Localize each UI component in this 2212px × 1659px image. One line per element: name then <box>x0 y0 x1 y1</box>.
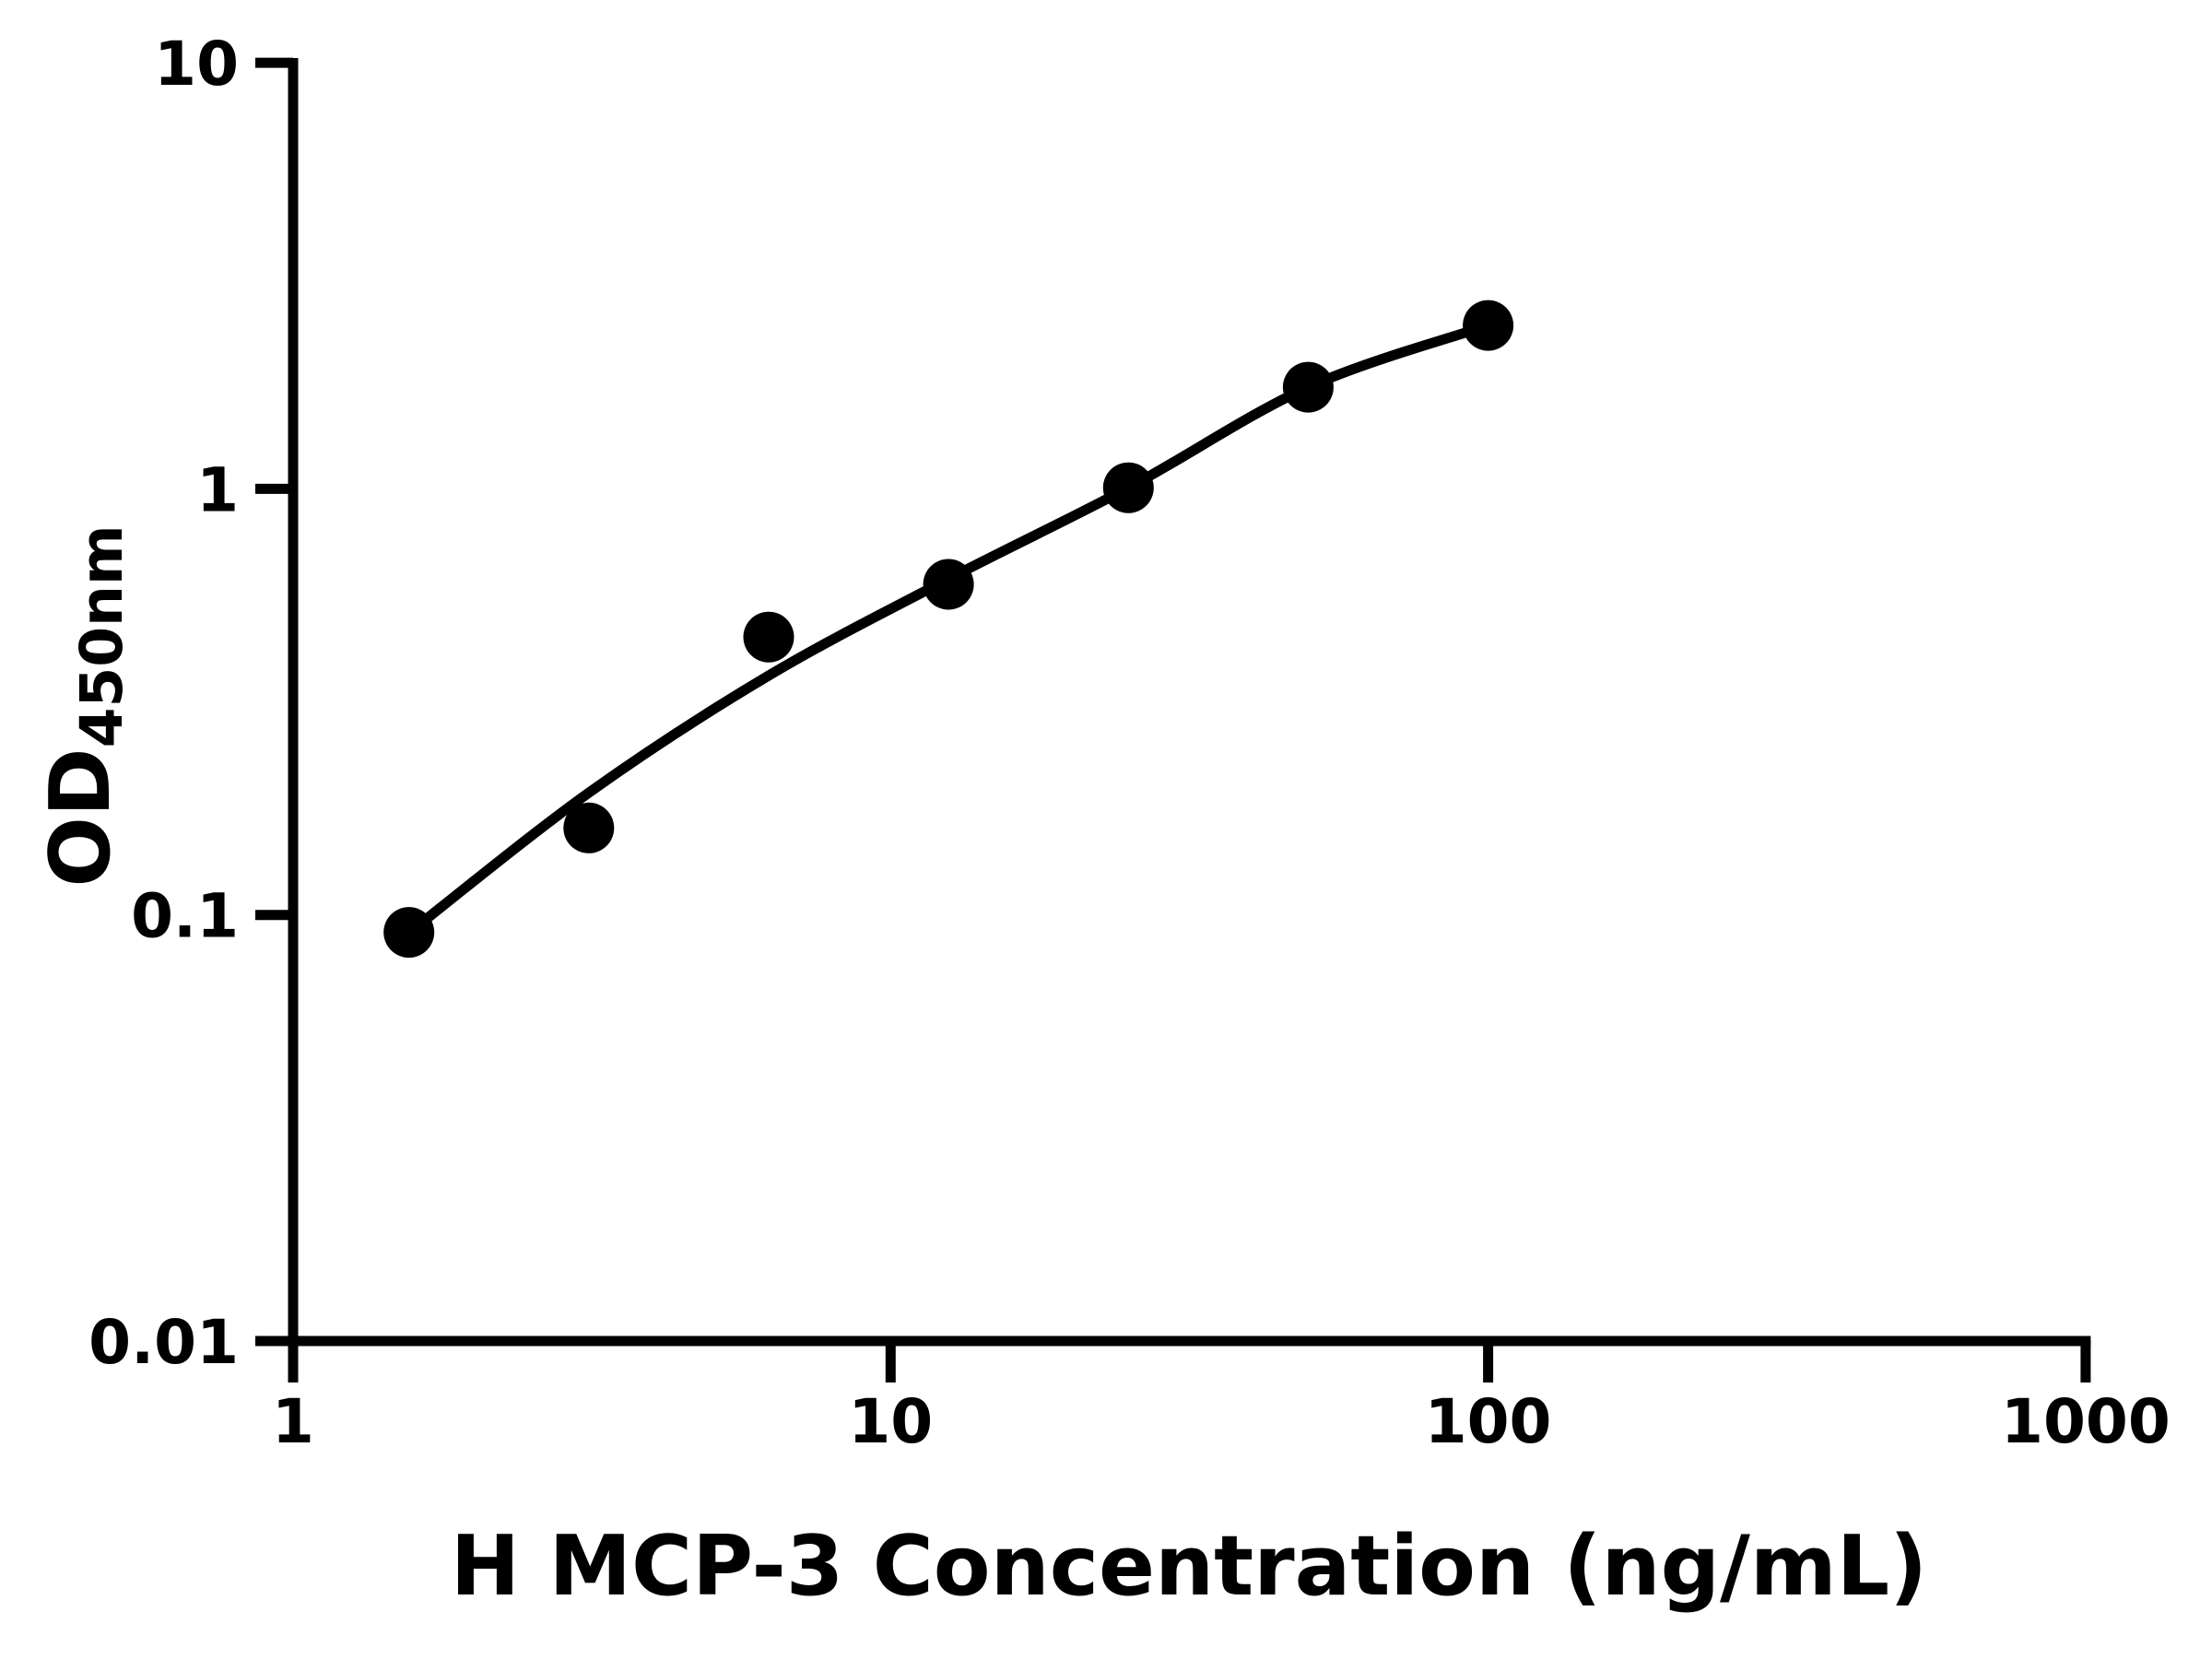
axes <box>288 58 2091 1347</box>
y-axis-title-subscript: 450nm <box>68 524 135 747</box>
x-tick-label: 1 <box>272 1386 314 1457</box>
data-point <box>923 559 974 610</box>
x-tick-label: 1000 <box>2001 1386 2171 1457</box>
data-point <box>1463 300 1514 351</box>
x-tick-label: 100 <box>1425 1386 1552 1457</box>
y-axis-title-main: OD <box>32 747 129 887</box>
data-point <box>383 907 435 959</box>
y-tick-label: 10 <box>154 29 239 100</box>
y-tick-label: 1 <box>196 454 239 525</box>
data-point <box>563 802 615 853</box>
y-axis-title: OD450nm <box>32 524 135 887</box>
x-tick-label: 10 <box>848 1386 933 1457</box>
data-point <box>743 611 794 663</box>
axis-ticks <box>255 57 2091 1382</box>
data-point <box>1282 361 1334 413</box>
tick-labels: 1 10 100 1000 10 1 0.1 0.01 <box>88 29 2171 1457</box>
x-axis-title: H MCP-3 Concentration (ng/mL) <box>451 1518 1927 1615</box>
plot-area <box>383 300 1514 959</box>
y-tick-label: 0.1 <box>131 881 239 952</box>
y-tick-label: 0.01 <box>88 1307 239 1378</box>
data-point <box>1102 462 1154 513</box>
